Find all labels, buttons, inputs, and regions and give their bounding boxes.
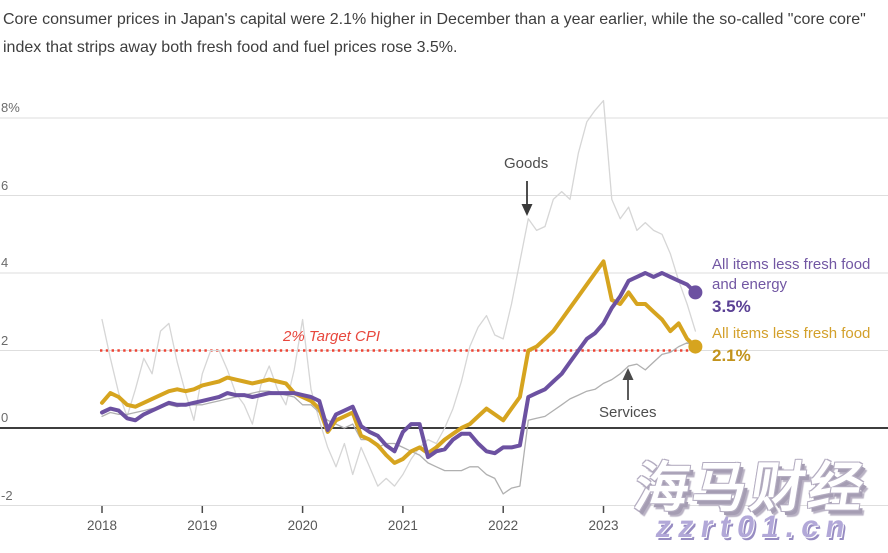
- goods-arrow-down-icon: [521, 204, 533, 216]
- y-axis-tick-label-4: 4: [1, 255, 9, 270]
- series-line-all-items-less-fresh-food: [100, 259, 698, 465]
- core-series-name: All items less fresh food: [712, 325, 871, 342]
- core-core-series-label: All items less fresh food and energy 3.5…: [712, 255, 888, 317]
- services-arrow-up-icon: [622, 368, 634, 380]
- series-end-dot-all-items-less-fresh-food: [688, 339, 703, 354]
- series-end-dot-all-items-less-fresh-food-and-energy: [688, 285, 703, 300]
- core-series-value: 2.1%: [712, 346, 751, 365]
- target-cpi-label: 2% Target CPI: [283, 328, 380, 345]
- x-axis-year-label-2019: 2019: [187, 518, 218, 533]
- x-axis-year-label-2023: 2023: [588, 518, 619, 533]
- goods-annotation-label: Goods: [504, 155, 549, 172]
- headline-text: Core consumer prices in Japan's capital …: [3, 11, 866, 56]
- x-axis-year-label-2021: 2021: [387, 518, 418, 533]
- watermark-url-text: zzrt01.cn: [653, 509, 855, 544]
- core-core-series-name-line2: and energy: [712, 276, 788, 293]
- x-axis-year-label-2018: 2018: [86, 518, 118, 533]
- core-series-label: All items less fresh food 2.1%: [712, 324, 888, 366]
- y-axis-tick-label-2: 2: [1, 332, 9, 348]
- core-core-series-value: 3.5%: [712, 297, 751, 316]
- y-axis-tick-label--2: -2: [1, 487, 13, 503]
- y-axis-tick-label-8: 8%: [1, 100, 20, 115]
- x-axis-year-label-2022: 2022: [488, 518, 519, 533]
- y-axis-tick-label-0: 0: [1, 410, 9, 425]
- x-axis-year-label-2020: 2020: [287, 518, 318, 533]
- core-core-series-name-line1: All items less fresh food: [712, 256, 871, 273]
- y-axis-tick-label-6: 6: [1, 177, 9, 193]
- series-line-all-items-less-fresh-food-and-energy: [100, 271, 698, 460]
- services-annotation-label: Services: [599, 404, 657, 421]
- series-line-goods: [101, 99, 697, 487]
